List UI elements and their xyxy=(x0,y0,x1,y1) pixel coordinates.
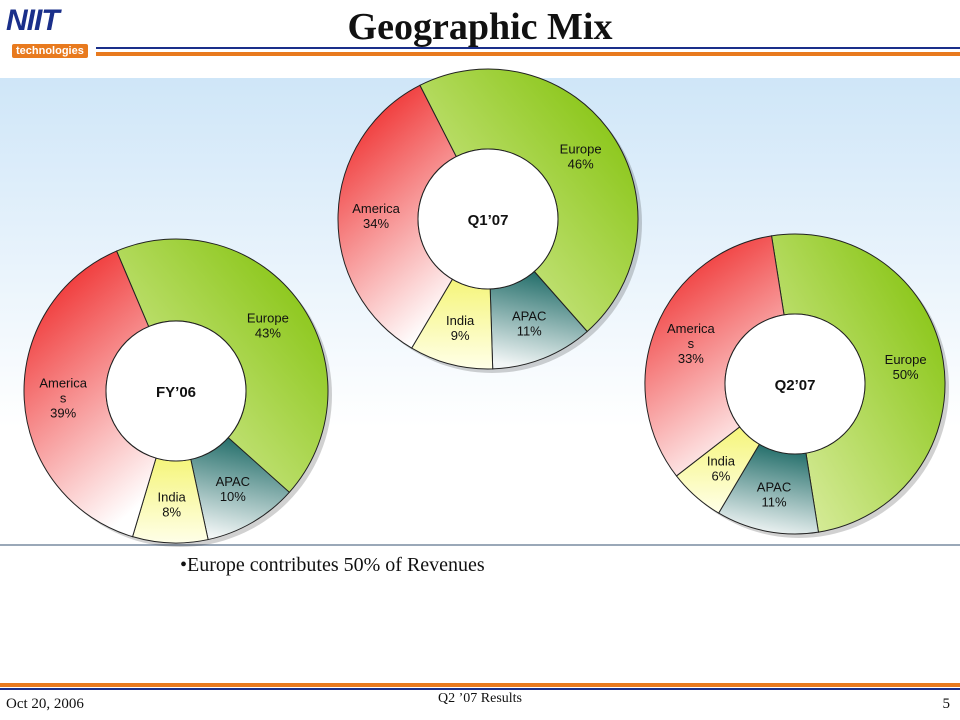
donut-hole xyxy=(105,320,247,462)
niit-logo: NIIT technologies xyxy=(6,6,92,62)
donut-chart-3: Europe 50% APAC 11% India 6% America s 33% Q2’07 xyxy=(644,233,949,538)
slice-label-america: America 34% xyxy=(352,201,400,231)
bullet-text: •Europe contributes 50% of Revenues xyxy=(180,554,485,576)
donut-hole xyxy=(417,148,559,290)
donut-center-label: FY’06 xyxy=(156,384,196,401)
donut-chart-2: Europe 46% APAC 11% India 9% America 34% Q1’07 xyxy=(337,68,642,373)
footer-rule-orange xyxy=(0,683,960,687)
header-rule-orange xyxy=(96,52,960,56)
panel-divider xyxy=(0,544,960,546)
donut-center-label: Q1’07 xyxy=(468,212,509,229)
slice-label-america: America s 39% xyxy=(39,375,87,420)
donut-center-label: Q2’07 xyxy=(775,377,816,394)
logo-sub-text: technologies xyxy=(12,44,88,58)
header-rule-blue xyxy=(96,47,960,49)
footer-date: Oct 20, 2006 xyxy=(6,696,84,712)
slice-label-india: India 6% xyxy=(707,454,736,484)
slice-label-apac: APAC 10% xyxy=(216,474,250,504)
slice-label-europe: Europe 43% xyxy=(247,311,289,341)
slice-label-india: India 8% xyxy=(158,489,187,519)
footer-rule-blue xyxy=(0,688,960,690)
slice-label-apac: APAC 11% xyxy=(757,480,791,510)
page-number: 5 xyxy=(942,696,951,712)
footer-center-text: Q2 ’07 Results xyxy=(438,691,522,706)
donut-chart-1: Europe 43% APAC 10% India 8% America s 39% FY’06 xyxy=(23,238,332,547)
page-title: Geographic Mix xyxy=(347,6,613,48)
slice-label-europe: Europe 46% xyxy=(560,142,602,172)
slice-label-india: India 9% xyxy=(446,313,475,343)
donut-hole xyxy=(724,313,866,455)
logo-main-text: NIIT xyxy=(6,4,60,37)
slice-label-apac: APAC 11% xyxy=(512,309,546,339)
slice-label-america: America s 33% xyxy=(667,321,715,366)
slice-label-europe: Europe 50% xyxy=(885,352,927,382)
